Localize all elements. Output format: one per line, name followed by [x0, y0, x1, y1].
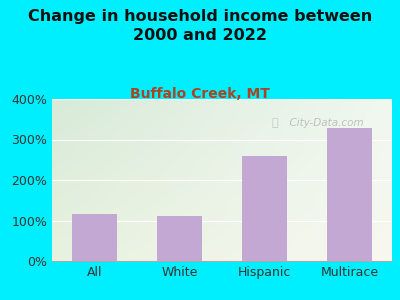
Bar — [72, 214, 117, 261]
Bar — [242, 156, 286, 261]
Text: Buffalo Creek, MT: Buffalo Creek, MT — [130, 87, 270, 101]
Bar — [158, 216, 202, 261]
Bar — [327, 128, 372, 261]
Text: City-Data.com: City-Data.com — [283, 118, 364, 128]
Text: Change in household income between
2000 and 2022: Change in household income between 2000 … — [28, 9, 372, 43]
Text: ⓘ: ⓘ — [271, 118, 278, 128]
